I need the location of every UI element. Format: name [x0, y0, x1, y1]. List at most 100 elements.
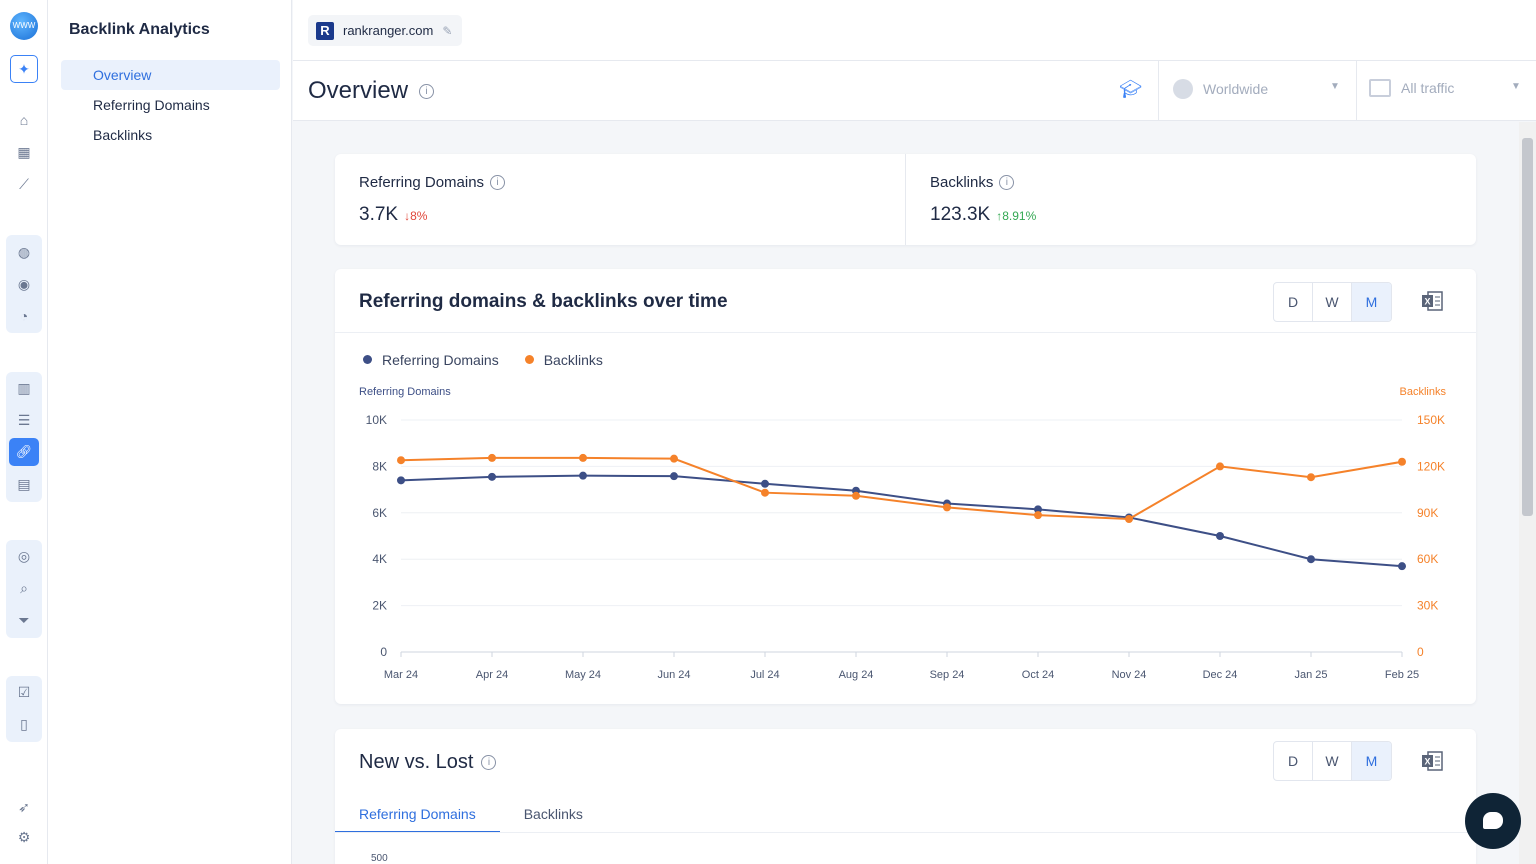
y-axis-title-left: Referring Domains: [359, 386, 451, 398]
region-dropdown[interactable]: Worldwide: [1173, 79, 1268, 99]
mobile-device-icon[interactable]: ▯: [20, 716, 28, 732]
delta-up-badge: ↑8.91%: [996, 209, 1037, 223]
data-point: [1125, 514, 1133, 523]
data-point: [852, 491, 860, 500]
x-tick-label: Nov 24: [1112, 669, 1147, 681]
y-tick-label-left: 8K: [372, 459, 387, 473]
section-title: Backlink Analytics: [69, 21, 210, 38]
page-title: Overview: [308, 77, 409, 104]
rocket-icon[interactable]: ➶: [18, 799, 30, 815]
chevron-down-icon[interactable]: ▼: [1511, 81, 1521, 92]
report-icon[interactable]: ▤: [17, 476, 31, 492]
gear-icon[interactable]: ⚙: [17, 829, 31, 845]
rail-group-research: [6, 540, 42, 638]
y-tick-label-right: 120K: [1417, 459, 1445, 473]
chevron-down-icon[interactable]: ▼: [1330, 81, 1340, 92]
sidebar-item-referring-domains[interactable]: Referring Domains: [93, 97, 210, 113]
scrollbar-thumb[interactable]: [1522, 138, 1533, 516]
metric-label: Referring Domains i: [359, 174, 506, 191]
data-point: [1216, 532, 1224, 540]
traffic-dropdown[interactable]: All traffic: [1369, 79, 1454, 97]
domain-selector[interactable]: R rankranger.com ✎: [308, 15, 463, 46]
data-point: [761, 488, 769, 497]
info-icon[interactable]: i: [490, 175, 506, 190]
y-tick-label-right: 60K: [1417, 552, 1438, 566]
granularity-month[interactable]: M: [1352, 742, 1391, 780]
metric-value: 3.7K ↓8%: [359, 204, 428, 225]
legend-dot: [524, 355, 534, 364]
tab-referring-domains[interactable]: Referring Domains: [335, 799, 500, 833]
globe-icon: [1173, 79, 1193, 99]
rail-group-market: [6, 235, 42, 333]
legend-item-referring-domains[interactable]: Referring Domains: [363, 352, 499, 368]
chat-bubble-icon: [1483, 812, 1503, 829]
metrics-card: Referring Domains i 3.7K ↓8% Backlinks i 12…: [335, 154, 1476, 245]
data-point: [579, 453, 587, 462]
data-point: [579, 471, 587, 480]
backlink-icon[interactable]: 🔗︎: [9, 438, 39, 466]
region-value: Worldwide: [1203, 81, 1269, 97]
domain-name: rankranger.com: [343, 23, 434, 38]
dashboard-grid-icon[interactable]: ▦: [17, 144, 31, 160]
legend-dot: [363, 355, 372, 364]
y-tick-label-left: 10K: [366, 413, 387, 427]
checklist-icon[interactable]: ☑: [17, 684, 31, 700]
excel-export-icon[interactable]: X: [1421, 291, 1443, 311]
granularity-day[interactable]: D: [1274, 742, 1313, 780]
granularity-week[interactable]: W: [1313, 283, 1352, 321]
x-tick-label: Jul 24: [750, 669, 779, 681]
data-point: [1034, 511, 1042, 520]
legend-item-backlinks[interactable]: Backlinks: [524, 352, 603, 368]
search-magnifier-icon[interactable]: ⌕: [20, 580, 28, 596]
web-traffic-icon[interactable]: ◉: [17, 276, 31, 292]
filter-funnel-icon[interactable]: ⏷: [18, 612, 30, 628]
x-tick-label: Aug 24: [839, 669, 874, 681]
edit-pencil-icon[interactable]: ✎: [442, 23, 453, 38]
domain-bar: R rankranger.com ✎: [293, 0, 1536, 61]
header-divider: [1356, 61, 1357, 121]
chat-launcher-button[interactable]: [1465, 793, 1521, 849]
granularity-toggle: D W M: [1273, 282, 1392, 322]
academy-cap-icon[interactable]: 🎓︎: [1119, 79, 1142, 99]
globe-icon[interactable]: ◍: [17, 244, 31, 260]
sidebar-item-backlinks[interactable]: Backlinks: [93, 127, 153, 143]
keyword-search-icon[interactable]: ☰: [17, 412, 31, 428]
granularity-day[interactable]: D: [1274, 283, 1313, 321]
excel-export-icon[interactable]: X: [1421, 751, 1443, 771]
info-icon[interactable]: i: [481, 755, 497, 770]
data-point: [1307, 555, 1315, 564]
y-axis-tick: 500: [371, 853, 388, 864]
sidebar-item-overview[interactable]: Overview: [61, 60, 280, 90]
home-icon[interactable]: ⌂: [19, 112, 29, 128]
x-tick-label: Feb 25: [1385, 669, 1419, 681]
web-research-icon[interactable]: ◎: [17, 548, 31, 564]
data-point: [943, 503, 951, 512]
granularity-week[interactable]: W: [1313, 742, 1352, 780]
pie-chart-icon[interactable]: ◔: [19, 308, 29, 324]
app-logo[interactable]: WWW: [10, 12, 38, 40]
data-point: [1216, 462, 1224, 471]
data-point: [1034, 505, 1042, 514]
metric-label: Backlinks i: [930, 174, 1015, 191]
app-logo-text: WWW: [12, 21, 36, 30]
bar-chart-icon[interactable]: ▥: [17, 380, 31, 396]
ai-sparkle-icon[interactable]: ✦: [10, 55, 38, 83]
granularity-month[interactable]: M: [1352, 283, 1391, 321]
data-point: [397, 476, 405, 485]
section-sidebar: Backlink Analytics Overview Referring Do…: [48, 0, 292, 864]
page-scrollbar[interactable]: [1519, 122, 1536, 864]
trend-chart-icon[interactable]: ⟋: [19, 176, 29, 192]
y-tick-label-right: 0: [1417, 645, 1424, 659]
data-point: [670, 472, 678, 481]
info-icon[interactable]: i: [419, 84, 434, 99]
site-favicon: R: [316, 21, 334, 40]
info-icon[interactable]: i: [999, 175, 1015, 190]
svg-text:X: X: [1424, 297, 1430, 307]
tabs-divider: [335, 832, 1476, 833]
card-title: Referring domains & backlinks over time: [359, 291, 728, 312]
data-point: [488, 453, 496, 462]
metric-value: 123.3K ↑8.91%: [930, 204, 1037, 225]
tab-backlinks[interactable]: Backlinks: [523, 806, 583, 822]
over-time-card: Referring domains & backlinks over time …: [335, 269, 1476, 704]
data-point: [488, 472, 496, 481]
